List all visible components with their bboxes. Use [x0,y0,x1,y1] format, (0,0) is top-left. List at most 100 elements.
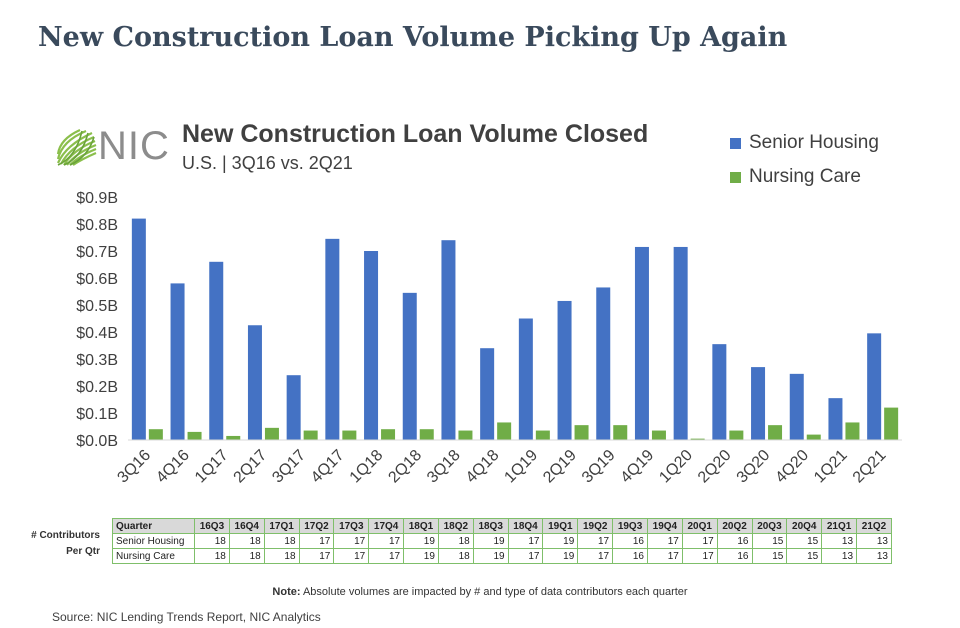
table-cell: 13 [856,548,892,564]
table-cell: 13 [856,533,892,549]
bar-nursing-care [768,425,783,440]
bar-senior-housing [209,261,224,440]
table-header-cell: 18Q1 [403,518,439,534]
y-tick-label: $0.6B [76,271,118,288]
table-cell: 19 [542,548,579,564]
note: Note: Absolute volumes are impacted by #… [0,586,960,598]
bar-nursing-care [187,431,202,440]
x-tick-label: 3Q20 [734,447,774,487]
table-cell: 15 [751,548,788,564]
bar-nursing-care [574,425,589,440]
table-header-cell: 19Q4 [646,518,683,534]
table-header-cell: 21Q1 [821,518,858,534]
bar-nursing-care [342,430,357,440]
x-tick-label: 1Q21 [811,447,851,487]
table-cell: 19 [472,533,509,549]
chart-title: New Construction Loan Volume Closed [182,120,649,148]
table-cell: 15 [786,533,823,549]
y-tick-label: $0.0B [76,433,118,450]
note-text: Absolute volumes are impacted by # and t… [300,586,688,598]
y-tick-label: $0.2B [76,379,118,396]
bar-senior-housing [402,292,417,440]
table-cell: 15 [786,548,823,564]
table-cell: 17 [681,533,718,549]
table-cell: 19 [403,533,439,549]
table-cell: 18 [437,548,474,564]
y-tick-label: $0.4B [76,325,118,342]
legend-item-senior-housing: Senior Housing [730,126,879,160]
table-header-cell: 17Q2 [298,518,335,534]
bar-nursing-care [690,438,705,440]
nic-logo: NIC [56,124,170,168]
table-header-cell: 19Q2 [577,518,614,534]
table-header-cell: 20Q2 [716,518,753,534]
table-header-cell: 20Q1 [681,518,718,534]
table-row: Senior Housing 18 18 18 17 17 17 19 18 19 17 19 17 16… [112,533,892,549]
bar-nursing-care [458,430,473,440]
x-tick-label: 4Q17 [308,447,348,487]
y-tick-label: $0.7B [76,244,118,261]
table-cell: 17 [507,533,544,549]
table-cell: 17 [368,548,405,564]
x-tick-label: 3Q16 [114,447,154,487]
y-tick-label: $0.3B [76,352,118,369]
table-header-cell: 16Q4 [228,518,265,534]
bar-senior-housing [867,333,882,440]
chart-legend: Senior Housing Nursing Care [730,126,879,194]
table-cell: 17 [368,533,405,549]
chart-subtitle: U.S. | 3Q16 vs. 2Q21 [182,153,353,173]
x-tick-label: 2Q21 [850,447,890,487]
bar-nursing-care [613,425,628,440]
contributors-label-line1: # Contributors [31,530,100,541]
legend-label-senior-housing: Senior Housing [749,132,879,153]
bar-senior-housing [131,218,146,440]
table-cell: 19 [472,548,509,564]
table-cell: 18 [194,548,230,564]
table-row-name: Senior Housing [112,533,195,549]
x-tick-label: 1Q17 [192,447,232,487]
bar-nursing-care [884,407,899,440]
bar-senior-housing [828,398,843,440]
bar-senior-housing [286,375,301,440]
table-header-cell: 17Q3 [333,518,370,534]
table-cell: 18 [263,533,300,549]
bar-senior-housing [441,240,456,440]
bar-nursing-care [651,430,666,440]
page-title: New Construction Loan Volume Picking Up … [38,22,788,53]
table-cell: 15 [751,533,788,549]
table-cell: 17 [333,548,370,564]
bar-senior-housing [325,238,340,440]
bar-nursing-care [264,427,279,440]
x-tick-label: 3Q18 [424,447,464,487]
table-cell: 18 [228,533,265,549]
contributors-label-line2: Per Qtr [66,546,100,557]
bar-senior-housing [364,251,379,440]
table-cell: 17 [681,548,718,564]
y-tick-label: $0.1B [76,406,118,423]
table-header-cell: 18Q3 [472,518,509,534]
bar-senior-housing [751,367,766,440]
x-tick-label: 3Q17 [269,447,309,487]
table-cell: 16 [716,548,753,564]
bar-senior-housing [789,373,804,440]
table-cell: 17 [577,533,614,549]
table-header-quarter: Quarter [112,518,195,534]
bar-senior-housing [596,287,611,440]
contributors-table: Quarter 16Q3 16Q4 17Q1 17Q2 17Q3 17Q4 18Q1 18Q2 1… [112,518,892,564]
bar-senior-housing [247,325,262,440]
table-header-cell: 21Q2 [856,518,892,534]
table-row-name: Nursing Care [112,548,195,564]
bar-senior-housing [557,300,572,440]
table-header-cell: 16Q3 [194,518,230,534]
table-cell: 18 [228,548,265,564]
nic-logo-text: NIC [98,124,170,168]
table-cell: 16 [612,548,648,564]
table-cell: 17 [646,548,683,564]
table-cell: 19 [403,548,439,564]
table-header-cell: 19Q1 [542,518,579,534]
bar-senior-housing [518,318,533,440]
table-cell: 13 [821,533,858,549]
y-tick-label: $0.8B [76,217,118,234]
x-tick-label: 1Q18 [347,447,387,487]
x-tick-label: 4Q16 [153,447,193,487]
